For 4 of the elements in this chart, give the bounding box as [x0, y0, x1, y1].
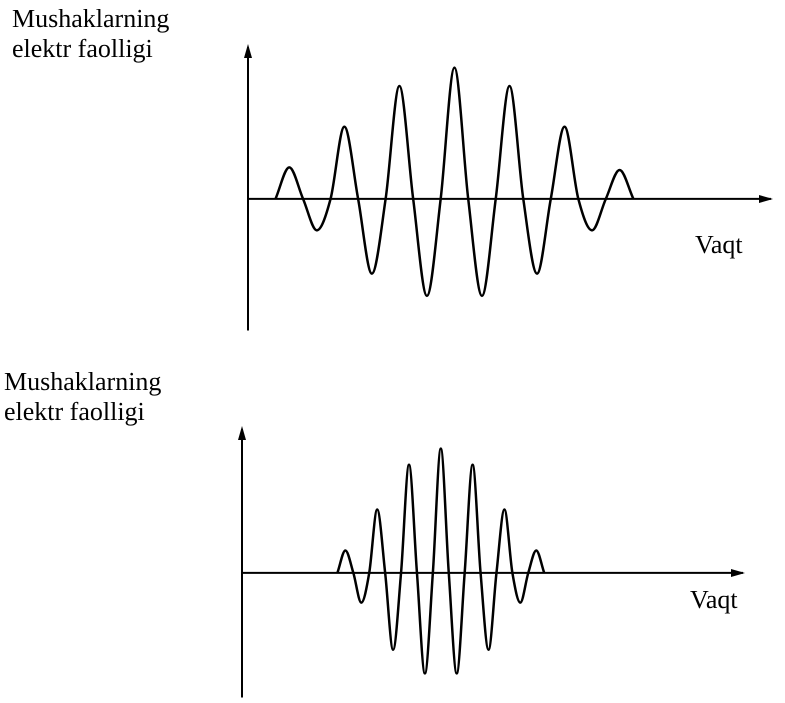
x-axis-title: Vaqt: [695, 230, 743, 260]
y-axis-title: Mushaklarning elektr faolligi: [4, 367, 162, 427]
x-axis-title: Vaqt: [690, 585, 738, 615]
y-axis-title: Mushaklarning elektr faolligi: [12, 4, 170, 64]
